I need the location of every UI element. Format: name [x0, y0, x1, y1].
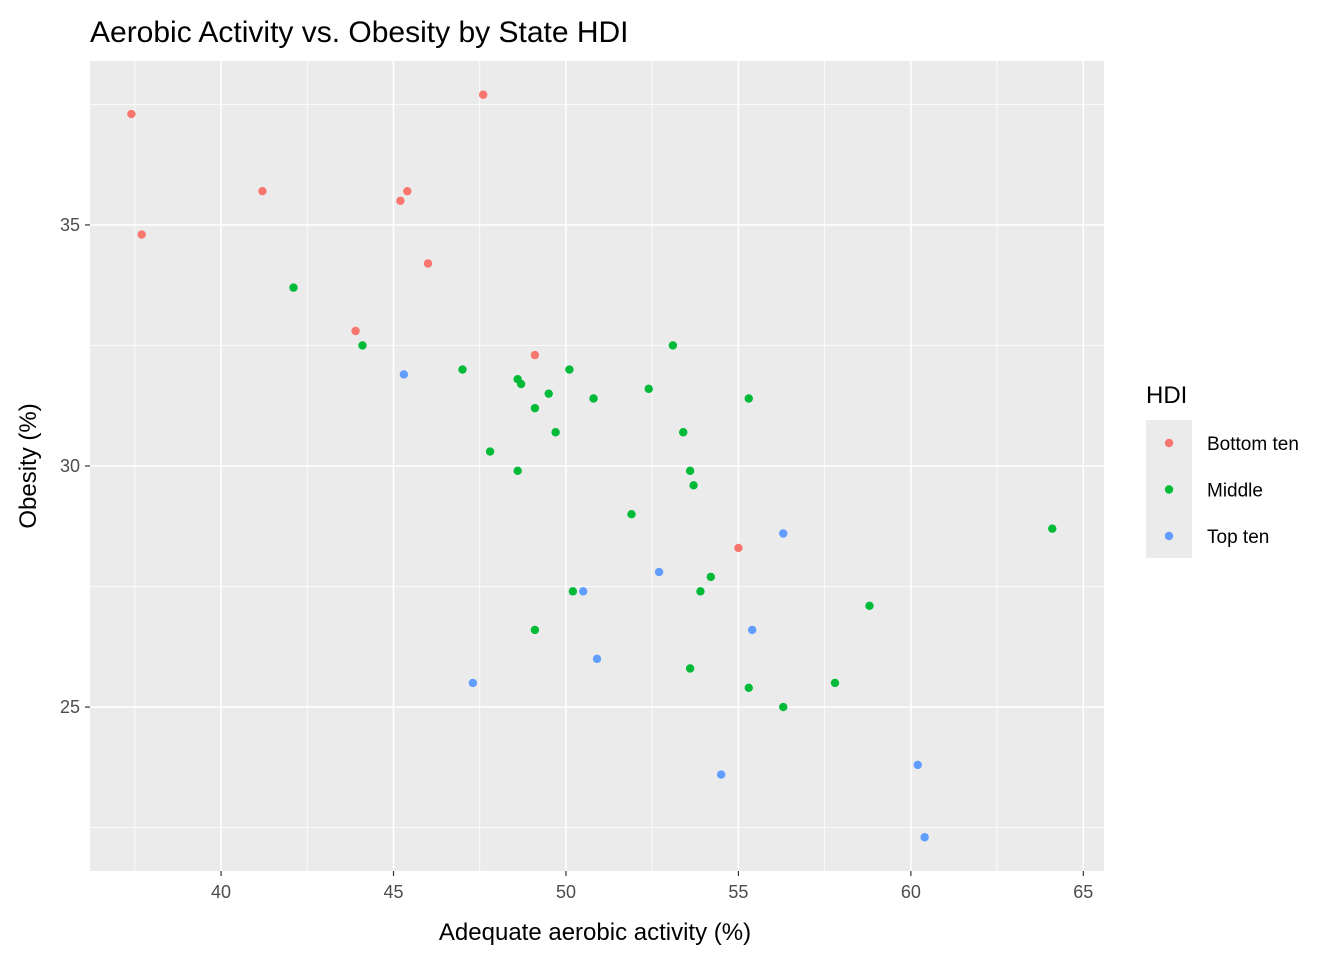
point-bottom-ten	[530, 350, 540, 360]
point-middle	[513, 466, 522, 476]
legend-label-bottom-ten: Bottom ten	[1207, 434, 1299, 455]
point-bottom-ten	[396, 196, 405, 206]
x-tick-label: 65	[1073, 882, 1093, 902]
point-middle	[744, 683, 753, 692]
point-middle	[458, 365, 467, 374]
point-middle	[627, 510, 636, 519]
y-tick-label: 30	[60, 456, 80, 476]
point-middle	[516, 379, 526, 389]
grid-major	[90, 61, 1104, 871]
point-middle	[544, 389, 553, 398]
point-middle	[589, 394, 598, 403]
point-top-ten	[468, 678, 478, 688]
point-middle	[689, 481, 698, 490]
x-tick-label: 50	[556, 882, 576, 902]
y-axis-title: Obesity (%)	[15, 403, 42, 528]
point-top-ten	[779, 529, 788, 538]
point-middle	[779, 702, 788, 712]
point-middle	[644, 384, 653, 394]
point-top-ten	[748, 625, 757, 635]
point-bottom-ten	[423, 259, 433, 268]
x-tick-label: 55	[728, 882, 748, 902]
point-middle	[289, 283, 298, 292]
point-middle	[696, 587, 705, 596]
x-axis: 40 45 50 55 60 65	[211, 871, 1093, 902]
point-middle	[530, 403, 540, 413]
point-middle	[865, 601, 874, 611]
x-tick-label: 40	[211, 882, 231, 902]
point-middle	[685, 466, 695, 476]
legend-key-middle	[1164, 485, 1174, 494]
x-axis-title: Adequate aerobic activity (%)	[439, 919, 751, 946]
point-middle	[485, 447, 495, 456]
y-axis: 25 30 35	[60, 215, 90, 717]
point-bottom-ten	[403, 186, 412, 196]
data-points	[127, 90, 1057, 842]
x-tick-label: 45	[383, 882, 403, 902]
x-tick-label: 60	[901, 882, 921, 902]
y-tick-label: 25	[60, 697, 80, 717]
point-bottom-ten	[734, 543, 743, 553]
point-top-ten	[592, 654, 602, 664]
point-middle	[679, 428, 688, 437]
point-top-ten	[654, 567, 664, 577]
point-middle	[568, 587, 578, 596]
point-middle	[830, 678, 840, 688]
point-top-ten	[579, 587, 588, 596]
point-middle	[668, 341, 678, 350]
legend: HDI Bottom ten Middle Top ten	[1146, 382, 1299, 558]
point-top-ten	[913, 760, 922, 770]
point-top-ten	[716, 770, 726, 779]
point-top-ten	[399, 370, 409, 379]
point-bottom-ten	[258, 186, 267, 196]
legend-label-top-ten: Top ten	[1207, 527, 1269, 548]
point-middle	[551, 428, 560, 437]
point-bottom-ten	[478, 90, 488, 99]
legend-key-bottom-ten	[1164, 438, 1174, 448]
chart-title: Aerobic Activity vs. Obesity by State HD…	[90, 16, 629, 49]
point-bottom-ten	[127, 109, 136, 119]
point-middle	[706, 572, 716, 582]
point-top-ten	[920, 833, 929, 842]
legend-label-middle: Middle	[1207, 481, 1263, 502]
y-tick-label: 35	[60, 215, 80, 235]
legend-key-top-ten	[1164, 531, 1174, 541]
point-middle	[565, 365, 574, 374]
point-middle	[358, 341, 367, 350]
point-bottom-ten	[137, 230, 146, 239]
legend-title: HDI	[1146, 382, 1187, 409]
point-middle	[744, 394, 753, 403]
point-bottom-ten	[351, 326, 360, 336]
point-middle	[1048, 524, 1057, 533]
point-middle	[530, 625, 540, 635]
point-middle	[685, 664, 695, 673]
